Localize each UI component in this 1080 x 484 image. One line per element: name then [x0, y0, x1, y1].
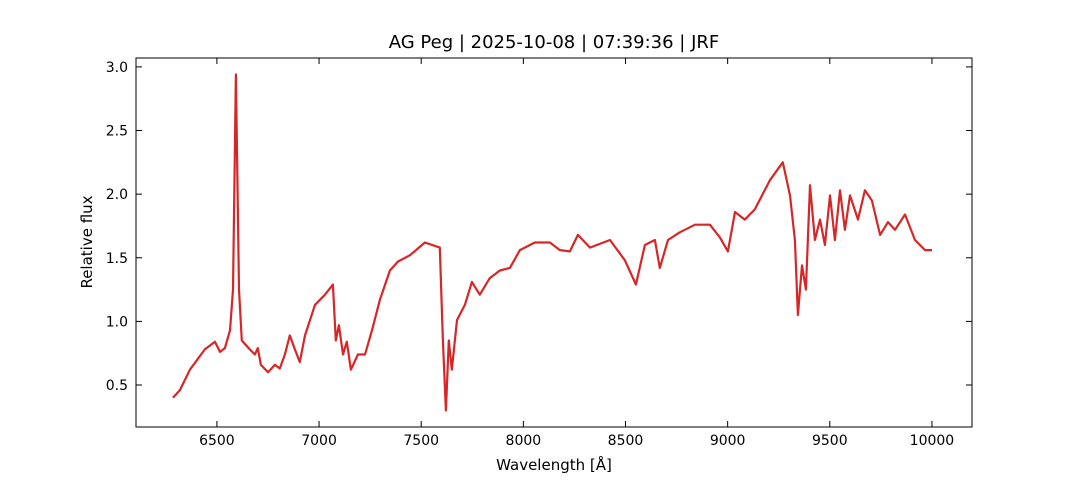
x-tick-label: 8000 [506, 433, 542, 449]
y-tick-label: 2.5 [106, 124, 128, 140]
y-axis-label: Relative flux [78, 195, 96, 288]
x-tick-label: 9500 [812, 433, 848, 449]
x-tick-label: 7000 [301, 433, 337, 449]
y-tick-label: 1.0 [106, 314, 128, 330]
spectrum-line [172, 73, 932, 412]
y-tick-label: 1.5 [106, 251, 128, 267]
y-tick-label: 3.0 [106, 60, 128, 76]
x-tick-label: 9000 [710, 433, 746, 449]
x-tick-label: 6500 [199, 433, 235, 449]
x-axis-label: Wavelength [Å] [496, 455, 612, 474]
chart-title: AG Peg | 2025-10-08 | 07:39:36 | JRF [389, 32, 720, 53]
x-tick-label: 8500 [608, 433, 644, 449]
plot-frame [135, 57, 973, 428]
y-tick-label: 2.0 [106, 187, 128, 203]
x-tick-label: 10000 [910, 433, 955, 449]
y-tick-label: 0.5 [106, 378, 128, 394]
x-tick-label: 7500 [403, 433, 439, 449]
